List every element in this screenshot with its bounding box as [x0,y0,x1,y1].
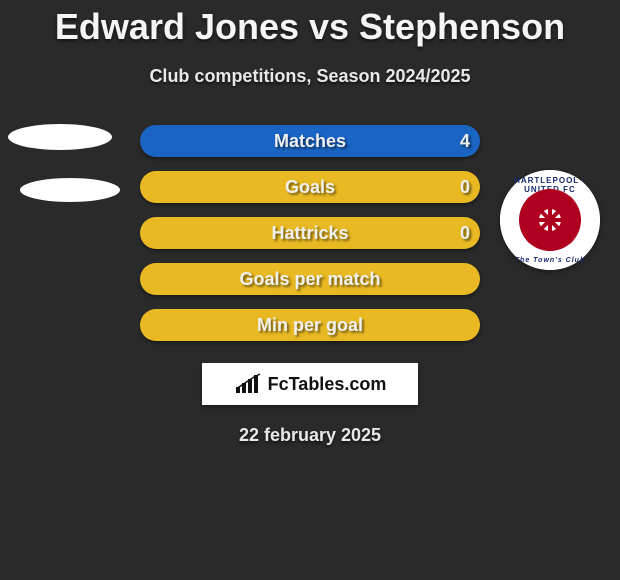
left-player-blob [8,124,112,150]
subtitle: Club competitions, Season 2024/2025 [0,66,620,87]
ship-wheel-icon [519,189,581,251]
date-text: 22 february 2025 [0,425,620,446]
stat-label: Min per goal [140,315,480,336]
comparison-card: Edward Jones vs Stephenson Club competit… [0,0,620,580]
stat-label: Hattricks [140,223,480,244]
stat-row: Goals0 [140,171,480,203]
left-player-blob [20,178,120,202]
stat-row: Goals per match [140,263,480,295]
club-badge: HARTLEPOOL · UNITED FCThe Town's Club [500,170,600,270]
badge-text-bottom: The Town's Club [500,257,600,264]
logo-text: FcTables.com [268,374,387,395]
stat-label: Goals per match [140,269,480,290]
page-title: Edward Jones vs Stephenson [0,0,620,48]
stat-value-right: 4 [460,131,470,152]
stat-label: Matches [140,131,480,152]
stat-row: Hattricks0 [140,217,480,249]
stat-row: Min per goal [140,309,480,341]
fctables-logo: FcTables.com [202,363,418,405]
stat-value-right: 0 [460,177,470,198]
bar-chart-icon [234,373,262,395]
stat-row: Matches4 [140,125,480,157]
stat-label: Goals [140,177,480,198]
stat-value-right: 0 [460,223,470,244]
